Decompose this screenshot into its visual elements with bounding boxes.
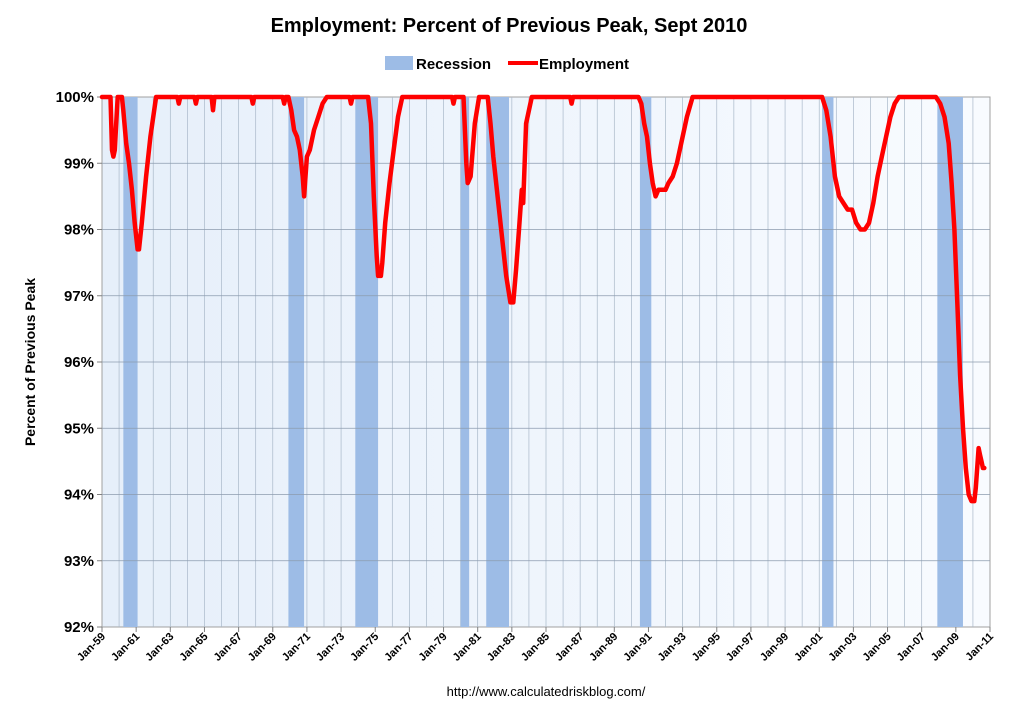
x-tick-label: Jan-69 [246, 631, 279, 664]
x-tick-label: Jan-99 [758, 631, 791, 664]
x-tick-label: Jan-85 [519, 631, 552, 664]
x-tick-label: Jan-95 [690, 631, 723, 664]
x-tick-label: Jan-09 [929, 631, 962, 664]
y-tick-label: 94% [64, 487, 94, 504]
y-tick-label: 95% [64, 420, 94, 437]
x-tick-label: Jan-81 [451, 631, 484, 664]
y-tick-label: 97% [64, 288, 94, 305]
legend-label-employment: Employment [539, 56, 629, 73]
x-tick-label: Jan-03 [826, 631, 859, 664]
x-tick-label: Jan-93 [656, 631, 689, 664]
x-tick-label: Jan-05 [861, 631, 894, 664]
y-tick-label: 96% [64, 354, 94, 371]
x-tick-label: Jan-83 [485, 631, 518, 664]
x-tick-label: Jan-89 [587, 631, 620, 664]
series-line-employment [99, 94, 987, 504]
y-tick-label: 92% [64, 619, 94, 636]
x-tick-label: Jan-67 [212, 631, 245, 664]
x-tick-label: Jan-75 [348, 631, 381, 664]
y-tick-label: 98% [64, 222, 94, 239]
x-tick-label: Jan-91 [621, 631, 654, 664]
y-tick-label: 93% [64, 553, 94, 570]
x-tick-label: Jan-87 [553, 631, 586, 664]
legend-swatch-recession [385, 56, 413, 70]
y-axis-ticks: 92% 93% 94% 95% 96% 97% 98% 99% 100% [56, 89, 102, 636]
source-text: http://www.calculatedriskblog.com/ [447, 684, 646, 699]
x-tick-label: Jan-79 [417, 631, 450, 664]
chart-title: Employment: Percent of Previous Peak, Se… [271, 15, 748, 37]
x-tick-label: Jan-01 [792, 631, 825, 664]
y-tick-label: 100% [56, 89, 94, 106]
x-tick-label: Jan-63 [143, 631, 176, 664]
y-tick-label: 99% [64, 155, 94, 172]
x-tick-label: Jan-07 [895, 631, 928, 664]
horizontal-gridlines [102, 162, 990, 562]
x-tick-label: Jan-11 [963, 631, 996, 664]
y-axis-label: Percent of Previous Peak [22, 278, 38, 446]
x-tick-label: Jan-73 [314, 631, 347, 664]
legend-label-recession: Recession [416, 56, 491, 73]
x-tick-label: Jan-61 [109, 631, 142, 664]
x-tick-label: Jan-97 [724, 631, 757, 664]
x-tick-label: Jan-71 [280, 631, 313, 664]
legend: Recession Employment [385, 56, 629, 73]
x-tick-label: Jan-65 [177, 631, 210, 664]
x-axis-ticks: Jan-59 Jan-61 Jan-63 Jan-65 Jan-67 Jan-69 Jan-… [75, 627, 996, 664]
x-tick-label: Jan-77 [382, 631, 415, 664]
